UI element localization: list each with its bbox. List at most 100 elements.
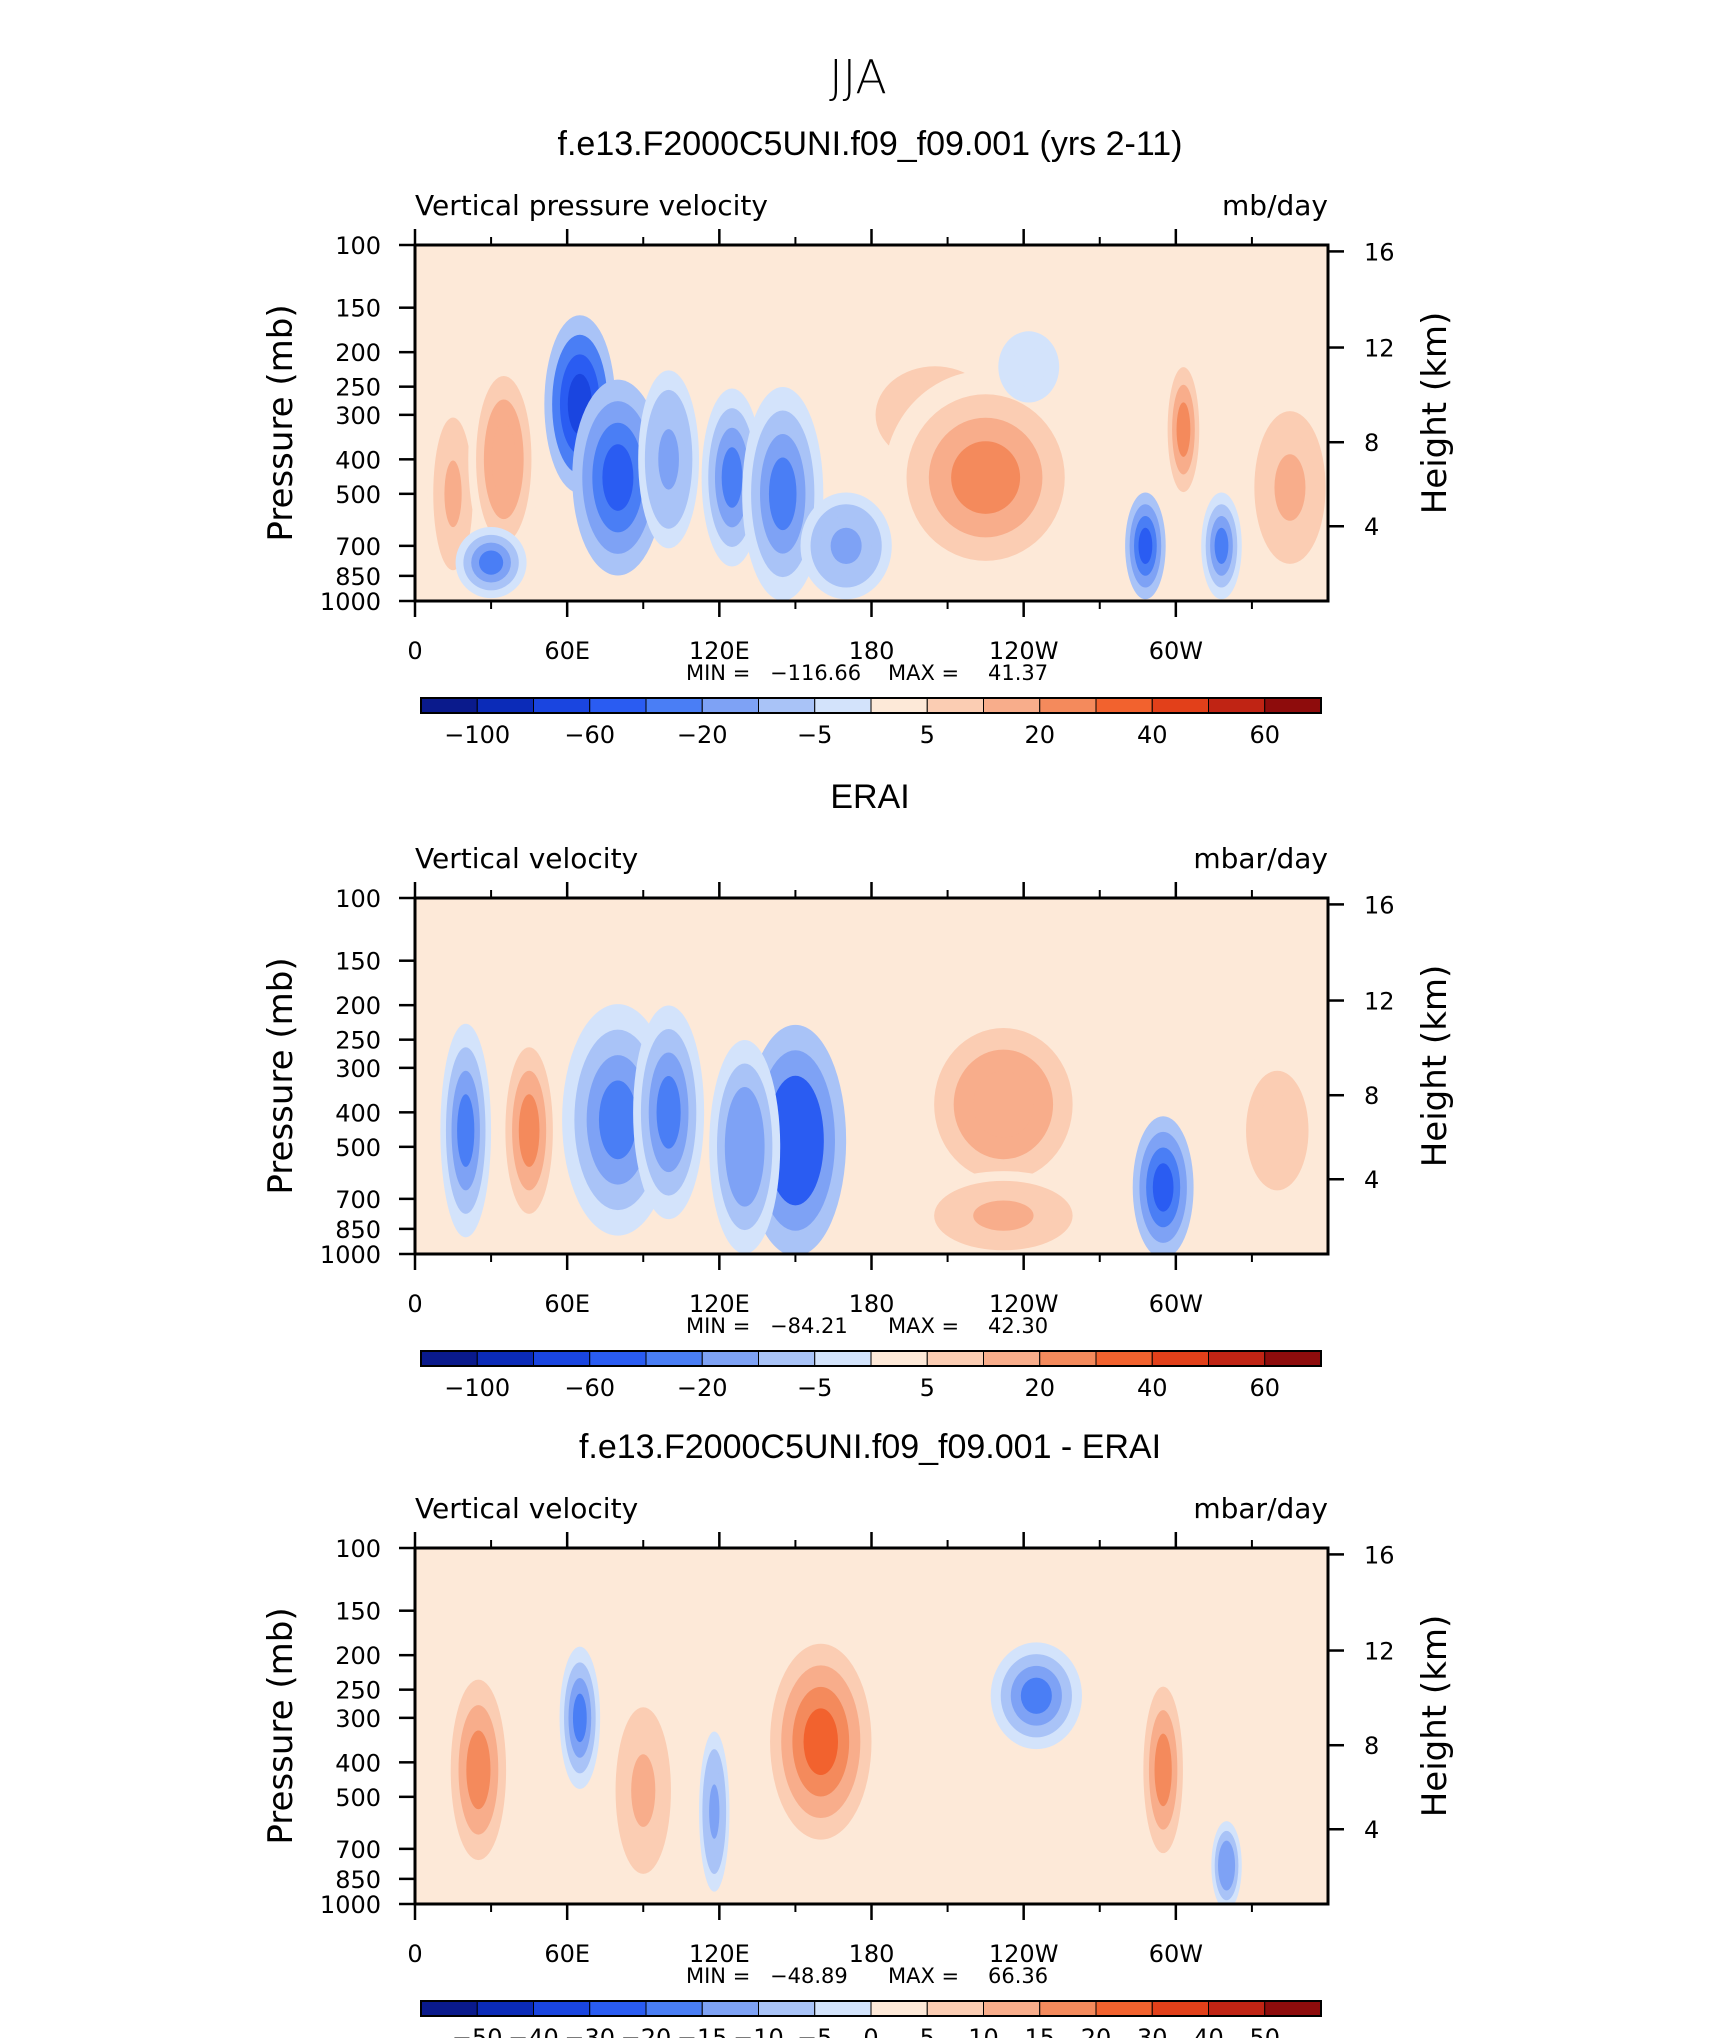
colorbar-swatch (533, 2000, 591, 2017)
colorbar-label: −5 (797, 2024, 832, 2038)
contour-blob (1152, 1163, 1174, 1212)
y-tick-label: 200 (335, 992, 381, 1020)
colorbar-label: −50 (452, 2024, 503, 2038)
chart-panel-1: f.e13.F2000C5UNI.f09_f09.001 (yrs 2-11) V… (261, 125, 1455, 749)
colorbar-swatch (533, 1350, 591, 1367)
y-tick-label: 250 (335, 1677, 381, 1705)
contour-blob (1221, 1850, 1232, 1881)
contour-blob (656, 1076, 681, 1149)
y-tick-label: 150 (335, 1598, 381, 1626)
colorbar-swatch (926, 697, 984, 714)
y2-tick-label: 4 (1364, 513, 1379, 541)
contour-field (415, 898, 1328, 1254)
max-label: MAX = (888, 1314, 959, 1338)
min-value: −116.66 (770, 661, 861, 685)
y-tick-label: 850 (335, 1216, 381, 1244)
colorbar-swatch (1208, 697, 1266, 714)
colorbar-swatch (758, 1350, 816, 1367)
y-tick-label: 500 (335, 1134, 381, 1162)
contour-blob (1154, 1733, 1172, 1807)
min-value: −48.89 (770, 1964, 848, 1988)
contour-blob (457, 1094, 475, 1167)
colorbar-swatch (1151, 697, 1209, 714)
colorbar-label: −15 (677, 2024, 728, 2038)
contour-blob (768, 457, 797, 531)
colorbar-label: −60 (564, 721, 615, 749)
colorbar-label: −5 (797, 1374, 832, 1402)
y-axis-title: Pressure (mb) (261, 1607, 301, 1844)
contour-blob (778, 1101, 813, 1180)
colorbar-label: −40 (508, 2024, 559, 2038)
y2-tick-label: 12 (1364, 988, 1395, 1016)
colorbar-swatch (420, 2000, 478, 2017)
colorbar-frame (420, 697, 1322, 714)
y2-tick-label: 8 (1364, 1732, 1379, 1760)
colorbar-label: 60 (1249, 1374, 1280, 1402)
right-string: mb/day (1222, 189, 1328, 222)
colorbar-swatch (1151, 1350, 1209, 1367)
colorbar-swatch (589, 1350, 647, 1367)
colorbar-swatch (1095, 1350, 1153, 1367)
y-tick-label: 250 (335, 374, 381, 402)
colorbar-swatch (420, 1350, 478, 1367)
contour-blob (572, 1693, 587, 1743)
min-label: MIN = (686, 1964, 750, 1988)
colorbar-swatch (926, 1350, 984, 1367)
colorbar-frame (420, 1350, 1322, 1367)
right-string: mbar/day (1193, 842, 1328, 875)
contour-field (415, 245, 1328, 601)
y-tick-label: 250 (335, 1027, 381, 1055)
y-tick-label: 500 (335, 1784, 381, 1812)
chart-title: ERAI (830, 778, 909, 816)
colorbar-frame (420, 2000, 1322, 2017)
contour-blob (1138, 527, 1153, 565)
background-fill (415, 1548, 1328, 1904)
colorbar-swatch (1095, 697, 1153, 714)
x-tick-label: 60W (1149, 1290, 1203, 1318)
colorbar-swatch (983, 697, 1041, 714)
colorbar-swatch (701, 2000, 759, 2017)
contour-blob (1274, 454, 1306, 521)
x-tick-label: 180 (849, 637, 895, 665)
contour-blob (1018, 354, 1040, 380)
colorbar-label: −100 (444, 721, 510, 749)
y-tick-label: 1000 (320, 1241, 381, 1269)
colorbar-swatch (814, 2000, 872, 2017)
y-tick-label: 200 (335, 1642, 381, 1670)
colorbar-swatch (926, 2000, 984, 2017)
colorbar-swatch (589, 697, 647, 714)
chart-panel-3: f.e13.F2000C5UNI.f09_f09.001 - ERAI Verti… (261, 1428, 1455, 2038)
y-tick-label: 850 (335, 1866, 381, 1894)
contour-blob (709, 1784, 720, 1839)
colorbar-label: 60 (1249, 721, 1280, 749)
colorbar-label: 5 (920, 721, 935, 749)
y-tick-label: 850 (335, 563, 381, 591)
colorbar-swatch (983, 1350, 1041, 1367)
contour-blob (732, 1110, 757, 1184)
colorbar-label: −100 (444, 1374, 510, 1402)
colorbar-label: 40 (1137, 1374, 1168, 1402)
colorbar-label: −20 (677, 1374, 728, 1402)
colorbar-label: −30 (564, 2024, 615, 2038)
colorbar-swatch (1039, 1350, 1097, 1367)
x-tick-label: 120E (689, 1940, 750, 1968)
y2-tick-label: 8 (1364, 429, 1379, 457)
contour-blob (973, 1071, 1034, 1138)
colorbar-swatch (1151, 2000, 1209, 2017)
contour-blob (518, 1094, 540, 1167)
colorbar-label: 10 (968, 2024, 999, 2038)
contour-blob (1176, 402, 1191, 457)
colorbar-swatch (1264, 2000, 1322, 2017)
x-tick-label: 0 (407, 637, 422, 665)
colorbar-swatch (870, 697, 928, 714)
y2-axis-title: Height (km) (1415, 965, 1455, 1168)
x-tick-label: 180 (849, 1290, 895, 1318)
contour-blob (803, 1708, 839, 1775)
max-value: 41.37 (988, 661, 1048, 685)
y-tick-label: 300 (335, 1055, 381, 1083)
colorbar-label: 5 (920, 1374, 935, 1402)
y2-tick-label: 4 (1364, 1816, 1379, 1844)
colorbar-label: −20 (677, 721, 728, 749)
y-tick-label: 700 (335, 1836, 381, 1864)
colorbar-swatch (1264, 697, 1322, 714)
